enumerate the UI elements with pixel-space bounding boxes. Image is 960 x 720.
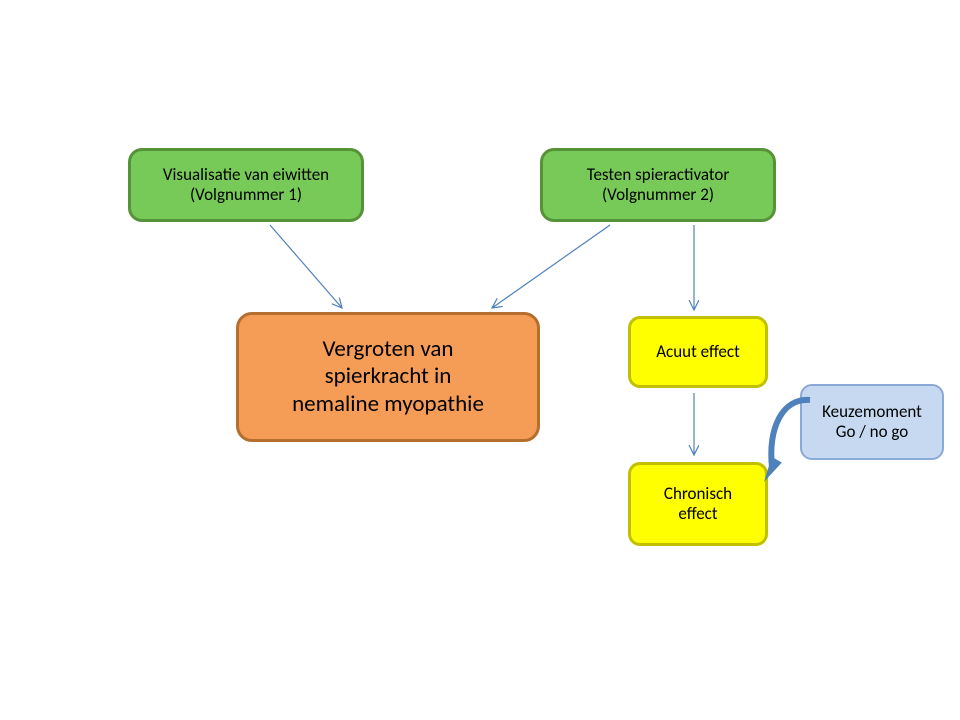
node-testen-label: Testen spieractivator (Volgnummer 2): [587, 165, 730, 206]
arrow-0: [270, 225, 342, 308]
node-visualisatie: Visualisatie van eiwitten (Volgnummer 1): [128, 148, 364, 222]
node-chronic: Chronisch effect: [628, 462, 768, 546]
node-chronic-label: Chronisch effect: [664, 484, 732, 525]
node-main-label: Vergroten van spierkracht in nemaline my…: [292, 336, 484, 419]
node-visualisatie-label: Visualisatie van eiwitten (Volgnummer 1): [163, 165, 329, 206]
arrow-1: [492, 225, 610, 308]
node-decision: Keuzemoment Go / no go: [800, 384, 944, 460]
node-decision-label: Keuzemoment Go / no go: [822, 402, 922, 443]
node-testen: Testen spieractivator (Volgnummer 2): [540, 148, 776, 222]
node-acute: Acuut effect: [628, 316, 768, 388]
node-main: Vergroten van spierkracht in nemaline my…: [236, 312, 540, 442]
node-acute-label: Acuut effect: [656, 342, 740, 362]
